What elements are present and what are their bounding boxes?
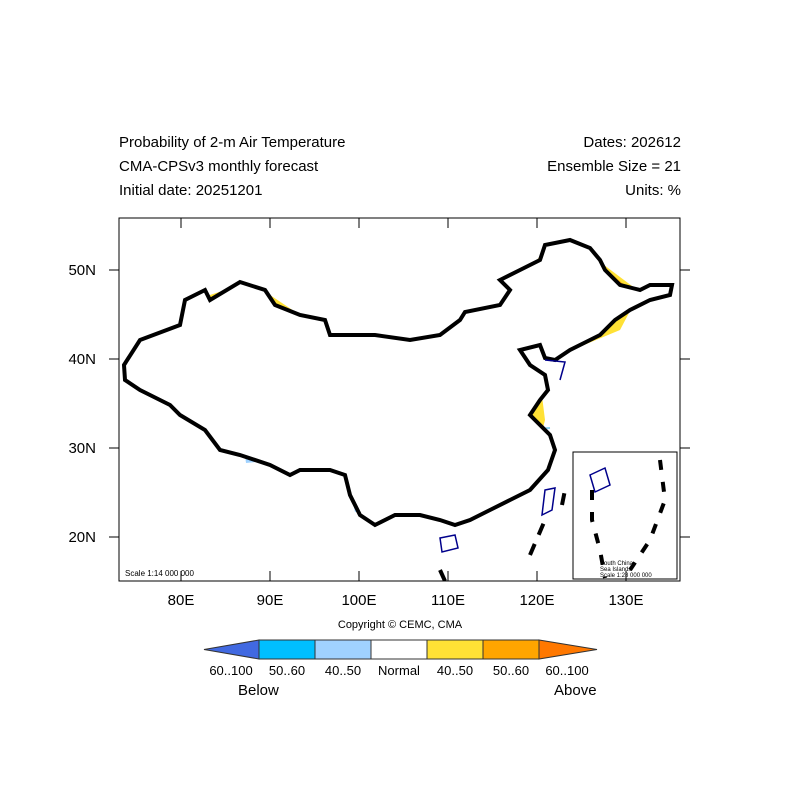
legend-bin-label: 50..60	[492, 663, 530, 678]
lat-tick-label: 20N	[68, 529, 96, 546]
legend-bin-label: 40..50	[436, 663, 474, 678]
copyright: Copyright © CEMC, CMA	[337, 619, 463, 631]
nine-dash-line	[438, 489, 567, 581]
initial-date: Initial date: 20251201	[119, 182, 263, 199]
lat-tick-label: 50N	[68, 262, 96, 279]
ensemble-size: Ensemble Size = 21	[547, 158, 681, 175]
legend-swatch	[426, 639, 484, 660]
legend-swatch	[258, 639, 316, 660]
legend-bin-label: Normal	[378, 663, 420, 678]
units-label: Units: %	[625, 182, 681, 199]
lon-tick-label: 130E	[608, 592, 643, 609]
legend-colorbar	[203, 639, 598, 660]
lon-tick-label: 110E	[431, 592, 465, 609]
scale-label: Scale 1:14 000 000	[125, 569, 194, 578]
legend-swatch	[314, 639, 372, 660]
lat-tick-label: 40N	[68, 351, 96, 368]
axis-tick-labels: 80E 90E 100E 110E 120E 130E 50N 40N 30N 20N	[68, 262, 643, 609]
lon-tick-label: 80E	[168, 592, 195, 609]
lon-tick-label: 120E	[519, 592, 554, 609]
legend-swatch	[370, 639, 428, 660]
lon-tick-label: 90E	[257, 592, 284, 609]
legend-bin-label: 50..60	[268, 663, 306, 678]
lon-tick-label: 100E	[341, 592, 376, 609]
legend-swatch-above-60-100	[538, 639, 598, 660]
coastline-islands	[439, 359, 566, 553]
axis-ticks	[109, 218, 690, 581]
svg-text:South China: South China	[600, 561, 634, 567]
title: Probability of 2-m Air Temperature	[119, 134, 346, 151]
legend-swatch	[482, 639, 540, 660]
legend-swatch-below-60-100	[203, 639, 260, 660]
model-label: CMA-CPSv3 monthly forecast	[119, 158, 319, 175]
dates-label: Dates: 202612	[583, 134, 681, 151]
legend-bin-label: 40..50	[324, 663, 362, 678]
legend-bin-label: 60..100	[545, 663, 589, 678]
legend-below-label: Below	[238, 682, 279, 699]
lat-tick-label: 30N	[68, 440, 96, 457]
legend-bin-label: 60..100	[209, 663, 253, 678]
legend-above-label: Above	[554, 682, 597, 699]
inset-dash-line	[590, 459, 668, 579]
svg-text:Sea Islands: Sea Islands	[600, 567, 631, 573]
inset-map: South China Sea Islands Scale 1:28 000 0…	[572, 451, 678, 580]
